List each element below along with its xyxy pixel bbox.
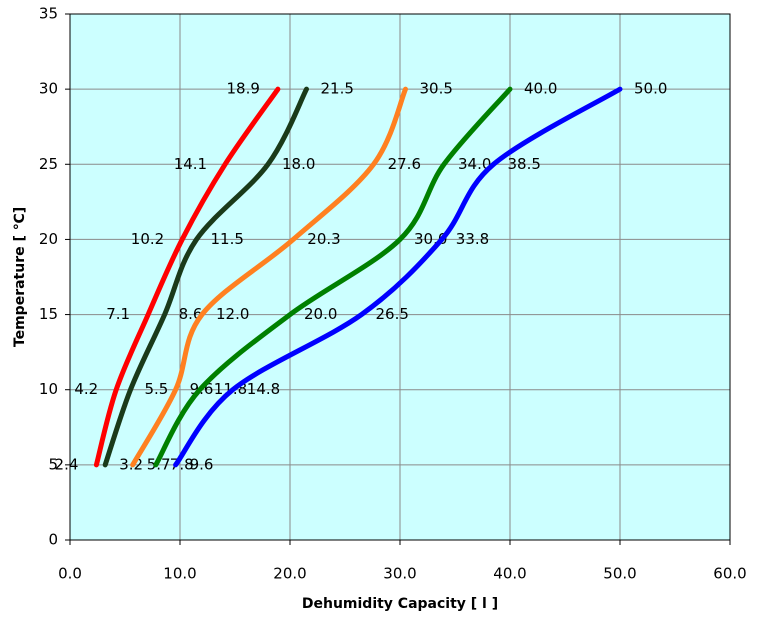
- data-label: 26.5: [376, 305, 409, 323]
- x-tick-label: 40.0: [493, 565, 526, 583]
- y-tick-label: 15: [39, 305, 58, 323]
- x-tick-label: 50.0: [603, 565, 636, 583]
- series-line: [93, 86, 281, 468]
- y-tick-label: 0: [48, 531, 58, 549]
- data-label: 27.6: [388, 155, 421, 173]
- data-label: 4.2: [74, 380, 98, 398]
- data-label: 40.0: [524, 80, 557, 98]
- data-label: 7.8: [170, 455, 194, 473]
- data-label: 10.2: [131, 230, 164, 248]
- data-label: 33.8: [456, 230, 489, 248]
- data-label: 5.5: [145, 380, 169, 398]
- x-tick-label: 0.0: [58, 565, 82, 583]
- y-axis-title: Temperature [ ℃]: [12, 207, 28, 347]
- series-line: [153, 86, 513, 468]
- data-label: 11.5: [211, 230, 244, 248]
- data-label: 12.0: [216, 305, 249, 323]
- data-label: 34.0: [458, 155, 491, 173]
- data-label: 20.3: [307, 230, 340, 248]
- x-axis-title: Dehumidity Capacity [ l ]: [302, 596, 498, 612]
- x-tick-label: 30.0: [383, 565, 416, 583]
- data-label: 30.5: [420, 80, 453, 98]
- data-label: 2.4: [55, 455, 79, 473]
- data-label: 14.8: [247, 380, 280, 398]
- x-tick-label: 10.0: [163, 565, 196, 583]
- y-tick-label: 25: [39, 155, 58, 173]
- series-line: [173, 86, 623, 468]
- data-label: 7.1: [106, 305, 130, 323]
- data-label: 50.0: [634, 80, 667, 98]
- data-label: 14.1: [174, 155, 207, 173]
- y-tick-label: 10: [39, 380, 58, 398]
- y-tick-label: 35: [39, 5, 58, 23]
- data-label: 18.9: [226, 80, 259, 98]
- x-tick-label: 60.0: [713, 565, 746, 583]
- y-tick-label: 20: [39, 230, 58, 248]
- data-label: 20.0: [304, 305, 337, 323]
- x-tick-label: 20.0: [273, 565, 306, 583]
- data-label: 21.5: [321, 80, 354, 98]
- data-label: 18.0: [282, 155, 315, 173]
- series-line: [102, 86, 309, 468]
- plot-border: [69, 13, 731, 541]
- series-line: [130, 86, 408, 468]
- data-label: 9.6: [190, 455, 214, 473]
- y-tick-label: 30: [39, 80, 58, 98]
- y-tick-label: 5: [48, 455, 58, 473]
- data-label: 38.5: [508, 155, 541, 173]
